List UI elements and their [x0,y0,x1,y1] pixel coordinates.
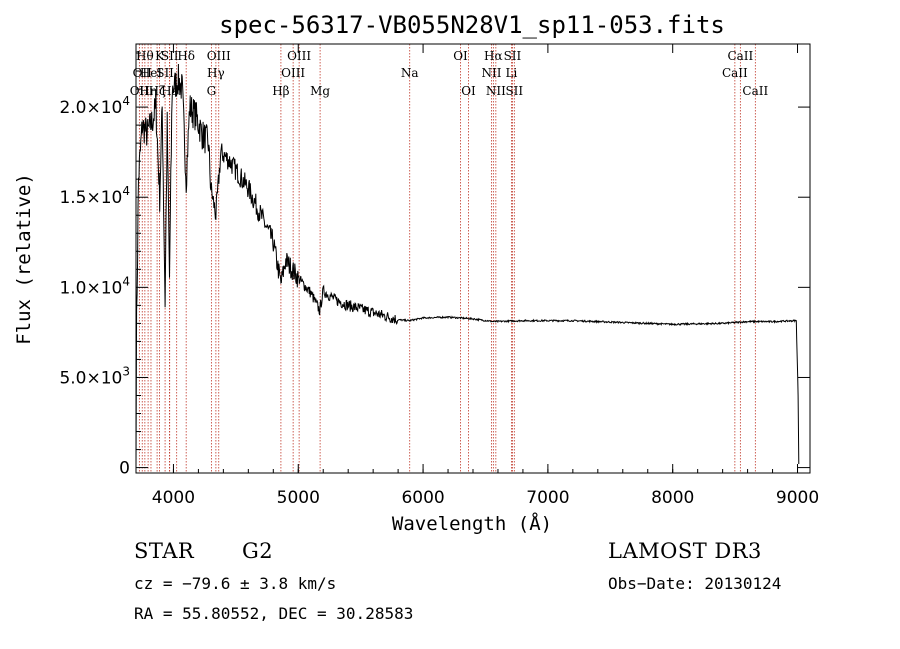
line-label: OII [130,84,150,98]
y-tick-exponent: 4 [122,94,130,108]
line-labels: OIIOIIHθHηHeIHζKSIIHεSIIHδGHγOIIIHβOIIIO… [130,49,769,98]
coordinates: RA = 55.80552, DEC = 30.28583 [134,604,414,623]
line-label: OII [133,66,153,80]
line-label: Hζ [149,84,166,98]
y-tick-label: 0 [119,459,130,479]
x-tick-label: 9000 [776,488,819,508]
line-label: Na [401,66,419,80]
line-label: Mg [310,84,330,98]
line-label: Hθ [136,49,154,63]
line-label: Hβ [272,84,289,98]
survey-name: LAMOST DR3 [608,539,762,563]
x-tick-label: 5000 [277,488,320,508]
y-tick-mantissa: 0 [119,459,130,479]
line-label: OIII [207,49,231,63]
line-label: SII [161,49,179,63]
y-tick-mantissa: 5.0×10 [59,368,122,388]
chart-title: spec-56317-VB055N28V1_sp11-053.fits [219,11,725,39]
line-label: Hγ [207,66,225,80]
line-label: HeI [140,66,163,80]
x-axis-label: Wavelength (Å) [392,512,552,535]
line-label: CaII [722,66,748,80]
y-tick-label: 1.5×104 [59,184,130,208]
line-label: SII [504,49,522,63]
y-tick-label: 5.0×103 [59,364,130,388]
line-label: OI [461,84,476,98]
line-label: OIII [287,49,311,63]
line-label: G [207,84,217,98]
line-label: Hα [484,49,503,63]
spectrum-trace [135,63,800,466]
line-markers [138,44,756,473]
y-tick-label: 1.0×104 [59,274,130,298]
obs-date: Obs−Date: 20130124 [608,574,782,593]
y-tick-exponent: 4 [122,274,130,288]
x-tick-label: 7000 [526,488,569,508]
y-tick-label: 2.0×104 [59,94,130,118]
line-label: NII [481,66,501,80]
object-type: STAR [134,539,195,563]
y-tick-mantissa: 1.5×10 [59,188,122,208]
line-label: Hδ [177,49,195,63]
line-label: Li [506,66,518,80]
y-tick-exponent: 3 [122,364,130,378]
line-label: K [155,49,165,63]
line-label: SII [505,84,523,98]
line-label: Hε [161,84,178,98]
x-ticks: 4000 5000 6000 7000 8000 9000 [152,44,819,508]
line-label: CaII [742,84,768,98]
line-label: OIII [281,66,305,80]
x-tick-label: 6000 [401,488,444,508]
x-tick-label: 8000 [651,488,694,508]
line-label: OI [453,49,468,63]
y-tick-mantissa: 2.0×10 [59,98,122,118]
line-label: CaII [727,49,753,63]
line-label: SII [156,66,174,80]
object-subclass: G2 [242,539,274,563]
redshift-readout: cz = −79.6 ± 3.8 km/s [134,574,337,593]
line-label: Hη [139,84,157,98]
y-tick-exponent: 4 [122,184,130,198]
x-tick-label: 4000 [152,488,195,508]
y-axis-label: Flux (relative) [13,173,35,345]
y-tick-mantissa: 1.0×10 [59,278,122,298]
line-label: NII [486,84,506,98]
plot-frame [135,43,811,474]
